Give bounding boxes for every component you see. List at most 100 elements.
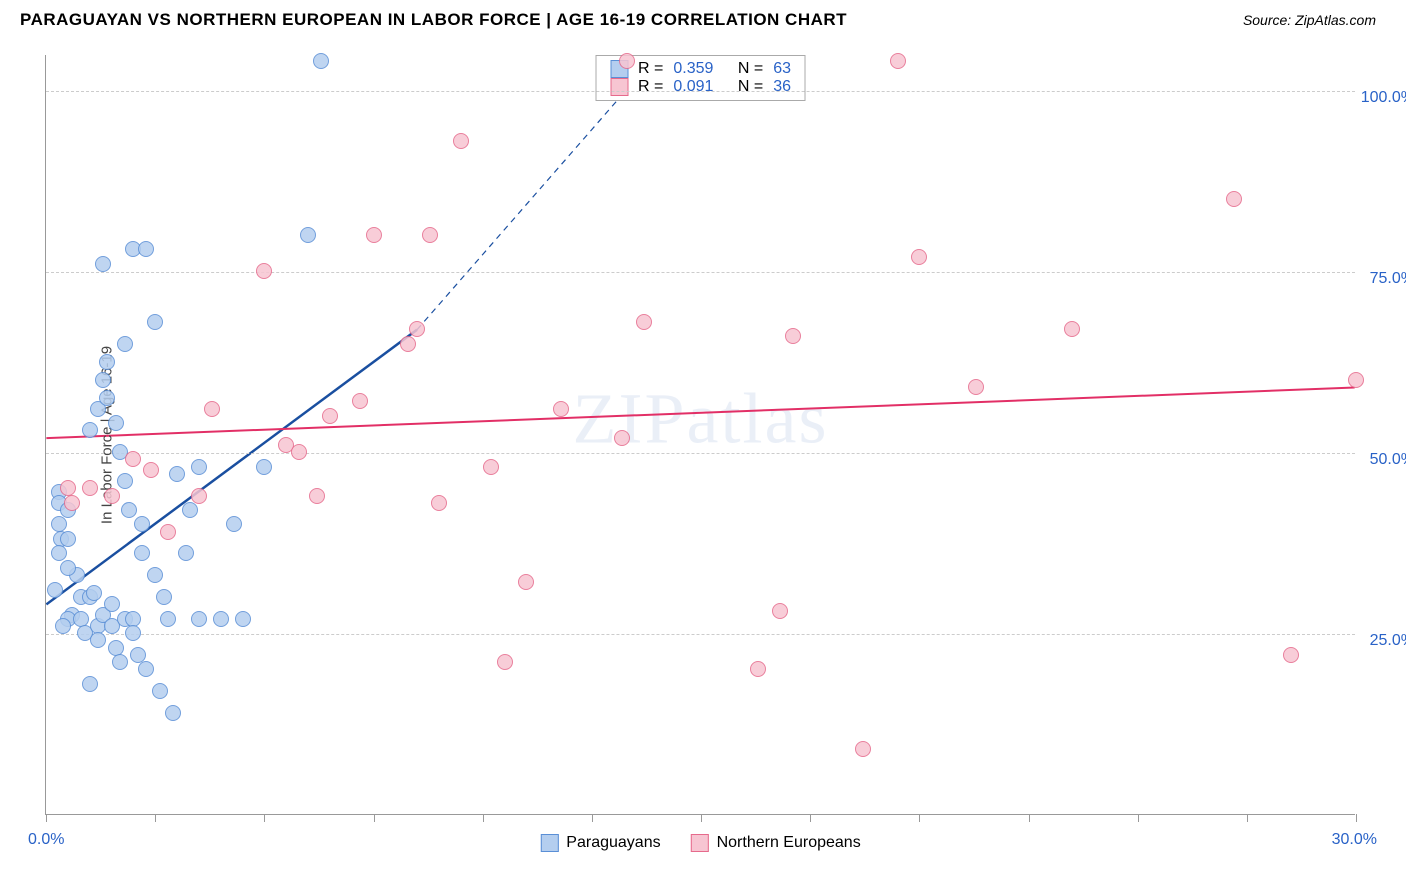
scatter-point [51,545,67,561]
scatter-point [431,495,447,511]
scatter-point [112,654,128,670]
scatter-point [772,603,788,619]
scatter-point [156,589,172,605]
scatter-point [890,53,906,69]
scatter-point [400,336,416,352]
scatter-point [497,654,513,670]
scatter-point [968,379,984,395]
scatter-point [256,263,272,279]
x-tick [1247,814,1248,822]
scatter-point [553,401,569,417]
scatter-point [453,133,469,149]
scatter-point [160,611,176,627]
scatter-point [1348,372,1364,388]
grid-line [46,453,1355,454]
r-value: 0.359 [673,60,713,78]
scatter-point [60,560,76,576]
grid-line [46,91,1355,92]
x-axis-start-label: 0.0% [28,831,64,849]
x-tick [701,814,702,822]
x-tick [592,814,593,822]
scatter-point [82,676,98,692]
scatter-point [138,241,154,257]
scatter-point [191,488,207,504]
x-tick [374,814,375,822]
scatter-point [134,545,150,561]
legend-item: Paraguayans [540,834,660,852]
stats-row: R = 0.091 N = 36 [610,78,791,96]
scatter-point [95,256,111,272]
chart-legend: Paraguayans Northern Europeans [540,834,860,852]
scatter-point [60,531,76,547]
trend-lines-svg [46,55,1355,814]
scatter-point [169,466,185,482]
legend-item: Northern Europeans [691,834,861,852]
scatter-point [911,249,927,265]
watermark-text: ZIPatlas [573,378,829,461]
scatter-point [636,314,652,330]
r-label: R = [638,78,663,96]
scatter-point [152,683,168,699]
x-tick [155,814,156,822]
chart-header: PARAGUAYAN VS NORTHERN EUROPEAN IN LABOR… [0,0,1406,38]
scatter-point [64,495,80,511]
scatter-point [291,444,307,460]
scatter-point [614,430,630,446]
y-tick-label: 75.0% [1360,270,1406,288]
source-label: Source: ZipAtlas.com [1243,12,1376,28]
scatter-point [409,321,425,337]
n-label: N = [738,60,763,78]
scatter-point [313,53,329,69]
scatter-point [55,618,71,634]
scatter-point [143,462,159,478]
scatter-point [82,422,98,438]
scatter-point [99,390,115,406]
scatter-point [191,611,207,627]
scatter-point [160,524,176,540]
scatter-point [213,611,229,627]
y-tick-label: 100.0% [1360,89,1406,107]
scatter-point [309,488,325,504]
scatter-point [235,611,251,627]
x-tick [1356,814,1357,822]
chart-title: PARAGUAYAN VS NORTHERN EUROPEAN IN LABOR… [20,10,847,30]
scatter-point [1064,321,1080,337]
legend-label: Northern Europeans [717,834,861,852]
legend-swatch-icon [691,834,709,852]
x-tick [1138,814,1139,822]
x-tick [1029,814,1030,822]
scatter-point [125,625,141,641]
scatter-point [322,408,338,424]
scatter-point [483,459,499,475]
scatter-point [352,393,368,409]
scatter-point [178,545,194,561]
scatter-point [104,596,120,612]
scatter-point [619,53,635,69]
scatter-point [366,227,382,243]
scatter-point [117,473,133,489]
r-label: R = [638,60,663,78]
scatter-point [750,661,766,677]
scatter-point [300,227,316,243]
scatter-point [86,585,102,601]
n-value: 63 [773,60,791,78]
n-value: 36 [773,78,791,96]
scatter-point [256,459,272,475]
scatter-point [121,502,137,518]
scatter-point [82,480,98,496]
legend-swatch-icon [540,834,558,852]
scatter-point [785,328,801,344]
scatter-point [147,567,163,583]
scatter-point [165,705,181,721]
r-value: 0.091 [673,78,713,96]
scatter-point [147,314,163,330]
x-tick [919,814,920,822]
scatter-point [138,661,154,677]
scatter-point [518,574,534,590]
scatter-point [134,516,150,532]
scatter-point [90,632,106,648]
scatter-point [226,516,242,532]
scatter-point [104,488,120,504]
scatter-chart: ZIPatlas In Labor Force | Age 16-19 0.0%… [45,55,1355,815]
n-label: N = [738,78,763,96]
